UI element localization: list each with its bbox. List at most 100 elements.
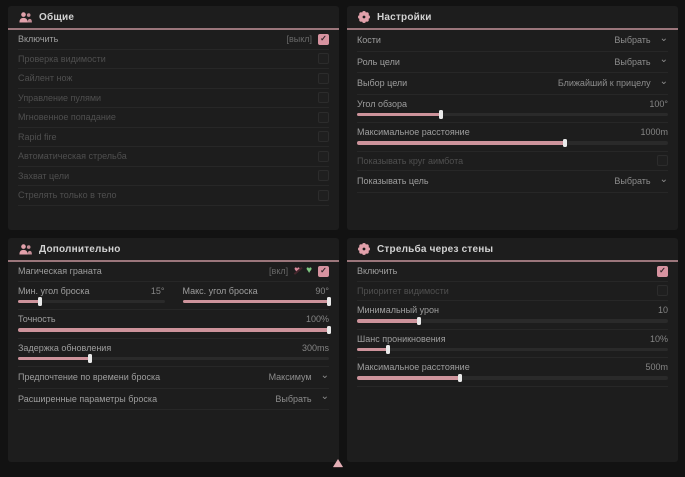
panel-settings-header: Настройки [347,6,678,28]
dropdown[interactable]: Ближайший к прицелу [558,78,668,88]
cursor-icon [333,459,343,467]
checkbox[interactable] [318,92,329,104]
dropdown[interactable]: Максимум [269,372,329,382]
green-heart-icon[interactable]: ♥ [306,265,312,277]
row-label: Кости [357,35,381,46]
slider-handle[interactable] [327,325,331,334]
slider-handle[interactable] [417,316,422,325]
panel-additional: Дополнительно Магическая граната [вкл] ♥… [8,238,339,462]
dropdown[interactable]: Выбрать [614,57,668,67]
dropdown-value: Максимум [268,372,312,383]
row-label: Роль цели [357,56,400,67]
checkbox[interactable] [318,33,329,45]
panel-additional-header: Дополнительно [8,238,339,260]
row-label: Проверка видимости [18,53,106,64]
broken-heart-icon[interactable]: ♥ [294,265,301,277]
dropdown-row: Расширенные параметры броска Выбрать [18,389,329,410]
row-label: Управление пулями [18,92,102,103]
row-label: Включить [357,266,398,277]
row-label: Шанс проникновения [357,333,446,344]
row-label: Мгновенное попадание [18,112,116,123]
row-label: Мин. угол броска [18,285,90,296]
row-label: Максимальное расстояние [357,127,470,137]
slider[interactable] [357,345,668,354]
slider[interactable] [357,138,668,147]
slider-handle[interactable] [438,110,443,119]
dropdown-row: Кости Выбрать [357,30,668,52]
panel-title: Дополнительно [39,243,121,255]
dropdown[interactable]: Выбрать [275,394,329,404]
dropdown-row: Предпочтение по времени броска Максимум [18,367,329,389]
checkbox[interactable] [657,285,668,297]
slider-row: Точность 100% [18,310,331,339]
slider-value: 100% [305,314,329,324]
checkbox[interactable] [318,72,329,84]
dropdown-value: Выбрать [275,393,312,404]
slider-handle[interactable] [37,297,42,306]
toggle-row: Включить [выкл] [18,30,329,50]
slider-value: 300ms [301,342,329,353]
panel-title: Общие [39,11,75,23]
slider-row: Максимальное расстояние 500m [357,358,668,387]
slider[interactable] [357,373,668,382]
panel-wallbang-header: Стрельба через стены [347,238,678,260]
slider[interactable] [357,316,668,325]
dropdown[interactable]: Выбрать [614,35,668,45]
header-divider [8,28,339,30]
dropdown[interactable]: Выбрать [614,176,668,186]
panel-title: Стрельба через стены [377,243,494,255]
header-divider [347,260,678,262]
checkbox[interactable] [318,150,329,162]
checkbox[interactable] [318,131,329,143]
dropdown-row: Выбор цели Ближайший к прицелу [357,73,668,95]
panel-title: Настройки [377,11,432,23]
slider[interactable] [18,354,329,363]
row-label: Расширенные параметры броска [18,393,158,404]
slider-row: Угол обзора 100° [357,95,668,123]
panel-general: Общие Включить [выкл] Проверка видимости… [8,6,339,230]
row-label: Предпочтение по времени броска [18,372,161,383]
slider-handle[interactable] [457,373,462,382]
row-label: Показывать круг аимбота [357,155,464,166]
slider-handle[interactable] [563,138,568,147]
row-label: Сайлент нож [18,73,73,84]
dropdown-value: Выбрать [614,56,651,67]
slider-value: 10% [649,333,668,344]
keybind-state: [вкл] [269,266,289,277]
row-label: Угол обзора [357,98,407,109]
toggle-row: Включить [357,262,668,282]
slider-value: 15° [150,285,165,296]
checkbox[interactable] [318,170,329,182]
dropdown-value: Выбрать [614,35,651,46]
slider-row: Задержка обновления 300ms [18,339,329,367]
checkbox[interactable] [318,265,329,277]
row-label: Включить [18,34,59,45]
row-label: Задержка обновления [18,342,112,353]
toggle-row: Автоматическая стрельба [18,147,329,167]
slider[interactable] [18,297,165,306]
row-label: Приоритет видимости [357,285,449,296]
row-label: Стрелять только в тело [18,190,117,201]
checkbox[interactable] [657,265,668,277]
slider-handle[interactable] [87,354,92,363]
slider-handle[interactable] [327,297,331,306]
checkbox[interactable] [318,111,329,123]
checkbox[interactable] [318,53,329,65]
slider-pair-row: Мин. угол броска 15° Макс. угол броска 9… [18,282,331,310]
row-label: Показывать цель [357,176,429,187]
panel-general-header: Общие [8,6,339,28]
slider[interactable] [182,297,331,306]
header-divider [8,260,339,262]
row-label: Автоматическая стрельба [18,151,127,162]
dropdown-row: Роль цели Выбрать [357,52,668,73]
toggle-row: Проверка видимости [18,50,329,69]
checkbox[interactable] [318,189,329,201]
slider-value: 90° [315,285,329,296]
gear-icon [358,243,370,255]
slider[interactable] [357,110,668,119]
slider-row: Мин. угол броска 15° [18,282,165,310]
slider[interactable] [18,325,331,334]
checkbox[interactable] [657,155,668,167]
row-label: Максимальное расстояние [357,362,470,372]
slider-handle[interactable] [386,345,391,354]
